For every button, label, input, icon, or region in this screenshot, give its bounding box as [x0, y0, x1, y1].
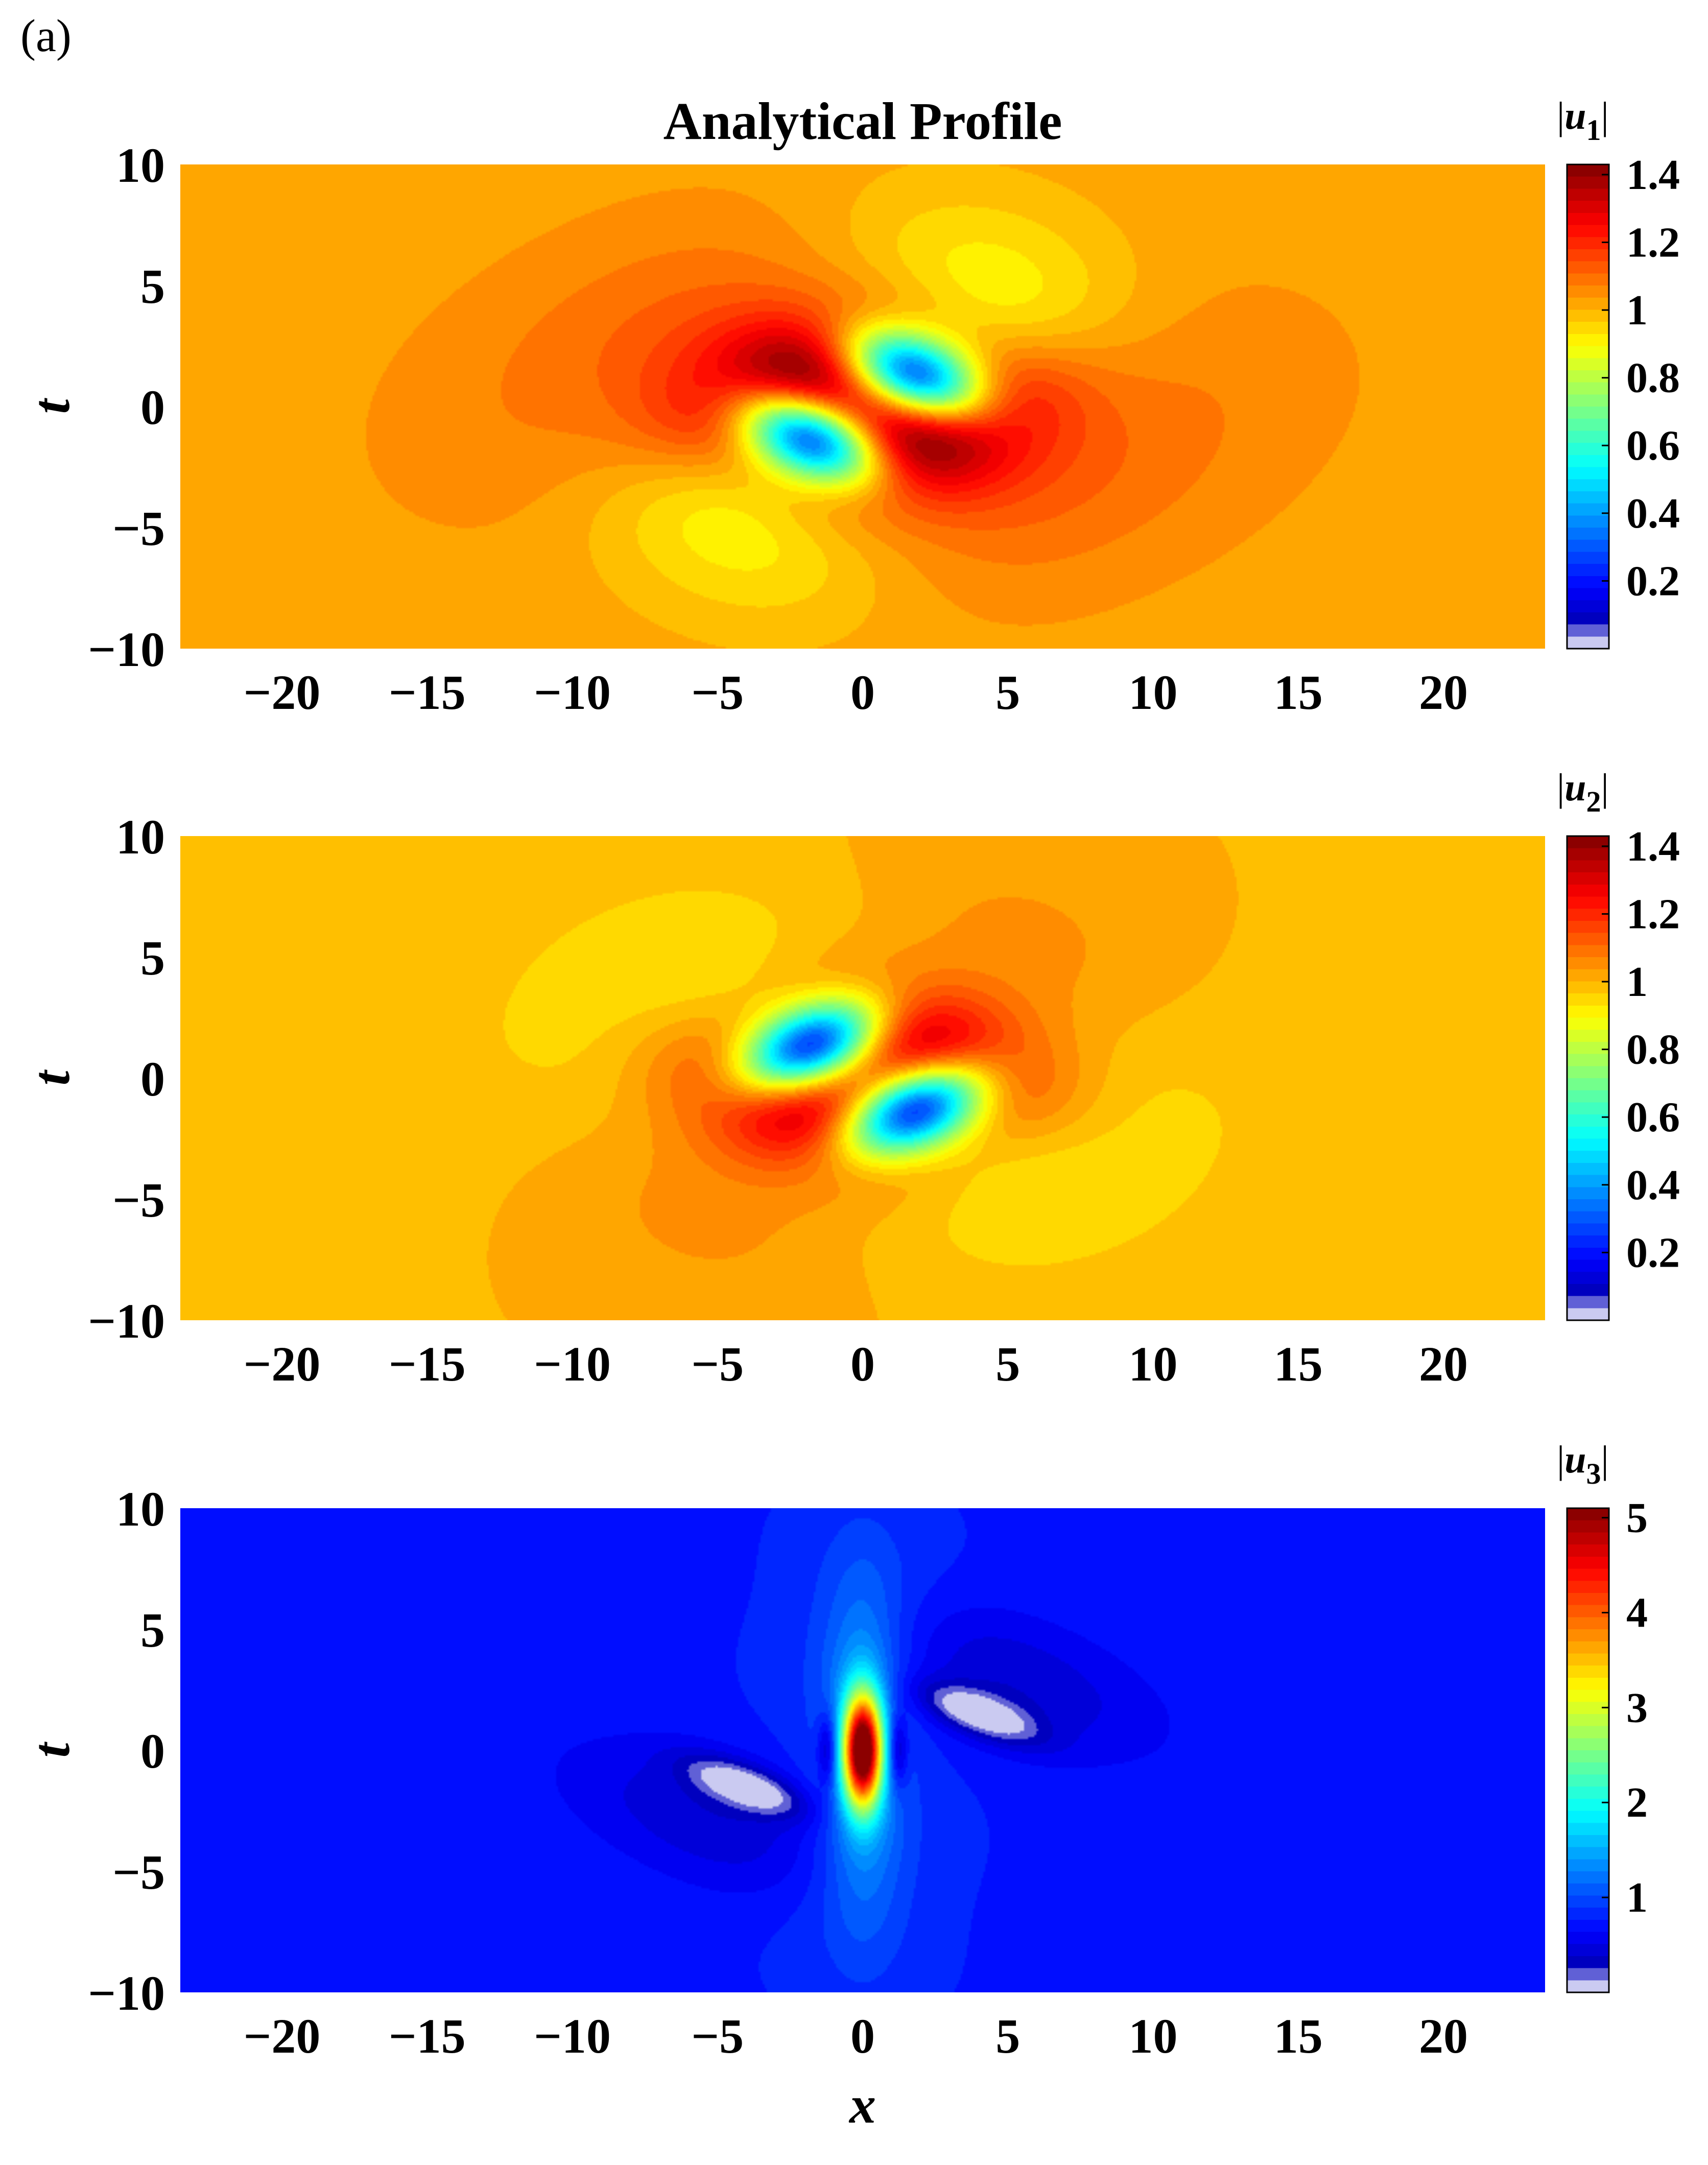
y-axis-label: t: [22, 397, 81, 414]
colorbar-tick-label: 0.4: [1626, 1161, 1680, 1209]
x-tick-label: −10: [534, 665, 611, 720]
y-tick-label: 10: [116, 810, 165, 864]
x-axis-label: x: [848, 2076, 876, 2134]
y-tick-label: 5: [140, 259, 165, 314]
panel-1: Analytical Profile−20 −15 −10 −5 0 5 10 15 20105…: [22, 92, 1680, 720]
x-tick-label: −15: [389, 1337, 466, 1391]
y-tick-label: 0: [140, 1724, 165, 1778]
colorbar: [1566, 1507, 1610, 1993]
chart-title: Analytical Profile: [663, 92, 1062, 151]
y-tick-label: −5: [112, 1173, 165, 1227]
y-tick-label: 10: [116, 1482, 165, 1536]
x-tick-label: 10: [1129, 1337, 1178, 1391]
colorbar-tick-label: 1.4: [1626, 151, 1680, 199]
y-tick-label: 0: [140, 380, 165, 435]
colorbar-tick-label: 4: [1626, 1589, 1648, 1636]
y-tick-label: −10: [88, 622, 165, 677]
x-tick-label: −10: [534, 2009, 611, 2063]
colorbar-tick-label: 0.2: [1626, 557, 1680, 605]
heatmap-image: [180, 836, 1545, 1320]
y-axis-label: t: [22, 1069, 81, 1085]
heatmap-image: [180, 1508, 1545, 1992]
colorbar-tick-label: 0.6: [1626, 422, 1680, 469]
colorbar-tick-label: 3: [1626, 1684, 1648, 1731]
colorbar-tick-label: 0.6: [1626, 1093, 1680, 1141]
x-tick-label: 15: [1274, 2009, 1323, 2063]
x-tick-label: 10: [1129, 2009, 1178, 2063]
colorbar-tick-label: 1: [1626, 287, 1648, 334]
x-tick-label: −20: [244, 665, 321, 720]
colorbar-tick-label: 1.2: [1626, 890, 1680, 938]
x-tick-label: −10: [534, 1337, 611, 1391]
colorbar-tick-label: 2: [1626, 1779, 1648, 1826]
colorbar-label: |u2|: [1557, 766, 1609, 818]
colorbar-tick-label: 5: [1626, 1494, 1648, 1542]
x-tick-label: 10: [1129, 665, 1178, 720]
x-tick-label: −15: [389, 2009, 466, 2063]
x-tick-label: 15: [1274, 1337, 1323, 1391]
colorbar-label: |u3|: [1557, 1438, 1609, 1490]
y-tick-label: 10: [116, 138, 165, 193]
colorbar-label: |u1|: [1557, 94, 1609, 147]
colorbar-tick-label: 1: [1626, 1874, 1648, 1921]
colorbar-tick-label: 0.2: [1626, 1229, 1680, 1276]
y-tick-label: −5: [112, 501, 165, 556]
panel-3: −20 −15 −10 −5 0 5 10 15 20 10 5 0 −5 −10 t x 5 4 3 2 1 |u3|: [22, 1438, 1648, 2134]
x-tick-label: 5: [995, 1337, 1020, 1391]
y-axis-label: t: [22, 1741, 81, 1757]
panel-label: (a): [20, 11, 72, 61]
panel-2: −20 −15 −10 −5 0 5 10 15 20 10 5 0 −5 −10 t 1.4 1.2 1 0.8 0…: [22, 766, 1680, 1391]
colorbar-tick-label: 1: [1626, 958, 1648, 1006]
x-tick-label: −15: [389, 665, 466, 720]
y-tick-label: −10: [88, 1294, 165, 1348]
colorbar-tick-label: 1.2: [1626, 219, 1680, 266]
x-tick-label: −20: [244, 2009, 321, 2063]
x-tick-label: −20: [244, 1337, 321, 1391]
y-tick-label: 5: [140, 1603, 165, 1657]
x-tick-label: −5: [691, 2009, 744, 2063]
y-tick-label: 5: [140, 931, 165, 985]
x-tick-label: 15: [1274, 665, 1323, 720]
x-tick-label: 0: [850, 2009, 875, 2063]
x-tick-label: 20: [1419, 665, 1468, 720]
colorbar: [1566, 163, 1610, 650]
y-tick-label: −5: [112, 1845, 165, 1899]
x-tick-label: 0: [850, 1337, 875, 1391]
x-tick-label: 20: [1419, 2009, 1468, 2063]
colorbar-tick-label: 1.4: [1626, 823, 1680, 870]
colorbar-tick-label: 0.8: [1626, 1026, 1680, 1074]
x-tick-label: 0: [850, 665, 875, 720]
colorbar-tick-label: 0.4: [1626, 490, 1680, 537]
x-tick-label: 5: [995, 665, 1020, 720]
y-tick-label: −10: [88, 1966, 165, 2020]
heatmap-image: [180, 164, 1545, 649]
x-tick-label: −5: [691, 665, 744, 720]
colorbar-tick-label: 0.8: [1626, 354, 1680, 402]
x-tick-label: −5: [691, 1337, 744, 1391]
y-tick-label: 0: [140, 1052, 165, 1106]
x-tick-label: 5: [995, 2009, 1020, 2063]
x-tick-label: 20: [1419, 1337, 1468, 1391]
colorbar: [1566, 835, 1610, 1321]
